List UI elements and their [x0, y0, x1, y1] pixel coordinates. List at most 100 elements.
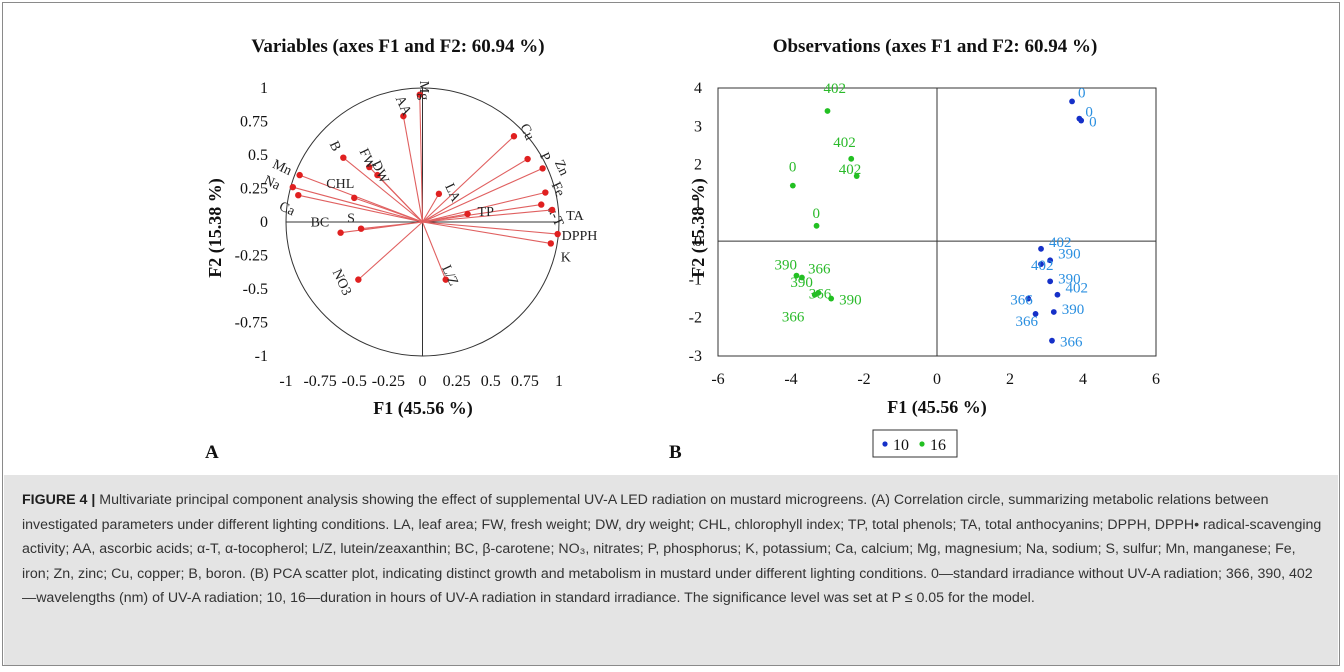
loading-vector — [292, 186, 423, 223]
panel-b-y-tick-label: -2 — [689, 310, 702, 327]
panel-b-y-tick-label: 4 — [694, 80, 702, 97]
observation-label: 366 — [1010, 293, 1033, 309]
observation-label: 0 — [813, 206, 821, 222]
legend-marker-10 — [882, 441, 888, 447]
observation-point — [1054, 291, 1061, 298]
panel-a-y-tick-label: 1 — [260, 80, 268, 97]
loading-point — [295, 192, 302, 199]
observation-label: 366 — [782, 310, 805, 326]
loading-vector — [421, 221, 447, 280]
panel-b-x-ticks: -6 -4 -2 0 2 4 6 — [711, 371, 1160, 388]
panel-b-x-tick-label: 6 — [1152, 371, 1160, 388]
loading-vector — [357, 221, 423, 281]
loading-point — [400, 112, 407, 120]
observation-point — [1032, 310, 1039, 317]
loading-label: S — [347, 212, 355, 227]
loading-label: LA — [441, 181, 463, 205]
loading-label: NO3 — [329, 267, 354, 298]
loading-vector — [422, 209, 553, 223]
loading-vector — [422, 221, 551, 244]
correlation-circle — [285, 87, 560, 357]
panel-b-y-ticks: 4 3 2 1 0 -1 -2 -3 — [689, 80, 702, 365]
panel-b-y-tick-label: -3 — [689, 348, 702, 365]
panel-a-y-tick-label: -0.25 — [235, 248, 268, 265]
panel-a-correlation-circle: Variables (axes F1 and F2: 60.94 %) -1 -0… — [205, 36, 597, 463]
panel-a-label: A — [205, 442, 219, 463]
panel-a-y-tick-label: 0.75 — [240, 114, 268, 131]
loading-vector — [422, 158, 528, 223]
loading-vector — [422, 191, 546, 223]
observation-point — [1050, 309, 1057, 315]
observation-label: 366 — [809, 287, 832, 303]
caption-label: FIGURE 4 | — [22, 492, 96, 508]
observation-point — [1047, 278, 1054, 285]
legend-label-10: 10 — [893, 437, 909, 454]
observation-label: 402 — [839, 162, 862, 178]
observation-point — [1047, 257, 1054, 264]
loading-vector — [422, 193, 440, 223]
panel-b-y-axis-title: F2 (15.38 %) — [688, 178, 709, 277]
loading-point — [442, 276, 449, 283]
loading-vector — [422, 204, 542, 223]
observation-label: 0 — [1078, 85, 1086, 101]
panel-a-x-tick-label: -0.25 — [372, 373, 405, 390]
observation-label: 402 — [833, 135, 856, 151]
observation-label: 390 — [1062, 302, 1085, 318]
observation-label: 0 — [1085, 105, 1093, 121]
loading-label: BC — [311, 216, 330, 231]
panel-b-y-tick-label: 3 — [694, 118, 702, 135]
loading-label: K — [561, 250, 571, 265]
loading-vector — [422, 167, 543, 223]
panel-a-y-axis-title: F2 (15.38 %) — [205, 178, 226, 277]
panel-b-x-tick-label: -6 — [711, 371, 724, 388]
panel-a-x-axis-title: F1 (45.56 %) — [373, 398, 472, 419]
loading-vector — [422, 135, 515, 223]
loading-label: Fe — [548, 180, 568, 199]
observation-point — [811, 291, 818, 298]
observation-point — [813, 222, 820, 229]
observation-point — [789, 182, 796, 189]
panel-a-x-tick-label: 0.5 — [481, 373, 501, 390]
panel-b-label: B — [669, 442, 682, 463]
observation-label: 0 — [789, 160, 797, 176]
loading-label: α-T — [544, 204, 566, 229]
loading-point — [374, 171, 381, 179]
panel-a-title: Variables (axes F1 and F2: 60.94 %) — [251, 36, 544, 57]
panel-b-x-tick-label: 4 — [1079, 371, 1087, 388]
loading-vector — [377, 174, 423, 223]
legend-label-16: 16 — [930, 437, 946, 454]
observation-label: 402 — [824, 81, 847, 97]
loading-point — [464, 210, 471, 218]
loading-vector — [422, 221, 558, 235]
loading-label: DPPH — [562, 229, 598, 244]
loading-point — [547, 240, 555, 247]
panel-a-y-tick-label: 0 — [260, 214, 268, 231]
panel-b-x-tick-label: -2 — [857, 371, 870, 388]
observation-label: 402 — [1031, 258, 1054, 274]
observation-point — [1038, 261, 1044, 268]
loading-point — [538, 201, 545, 208]
panel-b-x-tick-label: 0 — [933, 371, 941, 388]
legend: 10 16 — [872, 429, 958, 458]
observation-label: 390 — [790, 275, 813, 291]
loading-label: Zn — [551, 158, 571, 178]
panel-b-y-tick-label: 0 — [694, 233, 702, 250]
observation-point — [828, 295, 835, 302]
panel-a-x-tick-label: 0.75 — [511, 373, 539, 390]
panel-a-y-tick-label: -0.75 — [235, 315, 268, 332]
observation-label: 390 — [1058, 271, 1081, 287]
panel-a-y-tick-label: -0.5 — [243, 281, 268, 298]
loading-point — [416, 91, 423, 98]
observation-label: 390 — [774, 258, 797, 274]
panel-b-y-tick-label: -1 — [689, 271, 702, 288]
observation-point — [1049, 337, 1055, 344]
loading-label: DW — [368, 158, 392, 186]
loading-label: AA — [392, 93, 415, 118]
panel-a-y-ticks: 1 0.75 0.5 0.25 0 -0.25 -0.5 -0.75 -1 — [235, 80, 268, 365]
panel-a-x-tick-label: -1 — [279, 373, 292, 390]
panel-a-y-tick-label: -1 — [255, 348, 268, 365]
loading-label: Mg — [416, 81, 431, 100]
loading-label: Cu — [516, 122, 537, 143]
